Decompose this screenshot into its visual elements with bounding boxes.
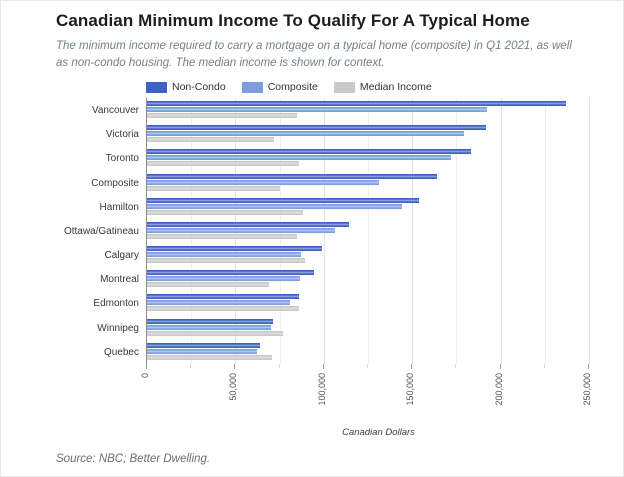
- x-tick-label: 100,000: [316, 373, 327, 406]
- legend-label: Median Income: [359, 81, 432, 93]
- x-minor-tick-mark: [543, 364, 545, 368]
- category-axis: Vancouver Victoria Toronto Composite Hamilto…: [1, 96, 139, 396]
- bar-non-condo: [147, 318, 273, 324]
- bar-composite: [147, 324, 271, 330]
- x-tick-label: 250,000: [582, 373, 592, 406]
- bar-median-income: [147, 161, 299, 167]
- legend-label: Composite: [267, 81, 318, 93]
- category-label: Ottawa/Gatineau: [63, 225, 139, 237]
- bar-composite: [147, 252, 301, 258]
- x-axis-title: Canadian Dollars: [342, 427, 415, 438]
- bar-non-condo: [147, 246, 322, 252]
- bar-composite: [147, 300, 290, 306]
- grid-line: [412, 98, 414, 364]
- bar-composite: [147, 348, 257, 354]
- bar-non-condo: [147, 197, 419, 203]
- bar-composite: [147, 276, 300, 282]
- bar-composite: [147, 155, 451, 161]
- bar-non-condo: [147, 294, 299, 300]
- x-tick-mark: [411, 364, 413, 369]
- source-note: Source: NBC; Better Dwelling.: [56, 453, 211, 465]
- x-minor-tick-mark: [190, 364, 192, 368]
- category-label: Calgary: [104, 250, 139, 262]
- category-label: Vancouver: [91, 105, 139, 116]
- x-tick-mark: [588, 364, 589, 369]
- x-tick-label: 0: [140, 373, 150, 379]
- bar-composite: [147, 179, 379, 185]
- bar-median-income: [147, 233, 297, 239]
- category-label: Quebec: [103, 346, 139, 358]
- median-income-swatch-icon: [333, 81, 355, 93]
- bar-non-condo: [147, 270, 314, 276]
- grid-line: [500, 98, 502, 364]
- bar-non-condo: [147, 101, 566, 106]
- composite-swatch-icon: [241, 81, 263, 93]
- page-title: Canadian Minimum Income To Qualify For A…: [56, 11, 530, 30]
- x-tick-label: 50,000: [228, 373, 239, 401]
- grid-line: [589, 98, 590, 364]
- bar-median-income: [147, 209, 303, 215]
- x-minor-tick-mark: [367, 364, 368, 368]
- grid-line: [368, 98, 369, 364]
- chart-subtitle: The minimum income required to carry a m…: [56, 40, 572, 69]
- bar-non-condo: [147, 342, 260, 348]
- x-minor-tick-mark: [455, 364, 457, 368]
- bar-median-income: [147, 282, 269, 288]
- bar-chart: Vancouver Victoria Toronto Composite Hamilto…: [1, 96, 623, 446]
- bar-median-income: [147, 113, 297, 118]
- category-label: Toronto: [105, 153, 139, 165]
- x-tick-mark: [234, 364, 236, 369]
- x-tick-mark: [499, 364, 501, 369]
- x-minor-tick-mark: [278, 364, 280, 368]
- category-label: Hamilton: [99, 201, 139, 213]
- x-tick-mark: [146, 364, 147, 369]
- bar-non-condo: [147, 221, 349, 227]
- category-label: Composite: [91, 177, 139, 189]
- legend-item-composite: Composite: [241, 81, 318, 93]
- bar-median-income: [147, 258, 305, 264]
- grid-line: [456, 98, 458, 364]
- bar-median-income: [147, 330, 283, 336]
- x-tick-mark: [322, 364, 324, 369]
- grid-line: [544, 98, 546, 364]
- bar-median-income: [147, 185, 280, 191]
- bar-composite: [147, 227, 335, 233]
- bar-non-condo: [147, 173, 437, 179]
- bar-composite: [147, 107, 487, 112]
- non-condo-swatch-icon: [146, 81, 167, 93]
- bar-composite: [147, 131, 464, 137]
- x-tick-label: 150,000: [405, 373, 416, 406]
- bar-non-condo: [147, 125, 486, 131]
- legend: Non-Condo Composite Median Income: [146, 81, 432, 93]
- bar-non-condo: [147, 149, 471, 155]
- x-tick-label: 200,000: [493, 373, 504, 406]
- plot-area: [146, 98, 612, 364]
- category-label: Montreal: [100, 274, 139, 286]
- legend-label: Non-Condo: [172, 81, 226, 93]
- category-label: Winnipeg: [97, 322, 139, 334]
- bar-median-income: [147, 354, 272, 360]
- legend-item-median-income: Median Income: [333, 81, 432, 93]
- category-label: Edmonton: [93, 298, 139, 310]
- bar-median-income: [147, 137, 274, 143]
- category-label: Victoria: [105, 129, 139, 141]
- bar-composite: [147, 203, 402, 209]
- bar-median-income: [147, 306, 299, 312]
- legend-item-non-condo: Non-Condo: [146, 81, 226, 93]
